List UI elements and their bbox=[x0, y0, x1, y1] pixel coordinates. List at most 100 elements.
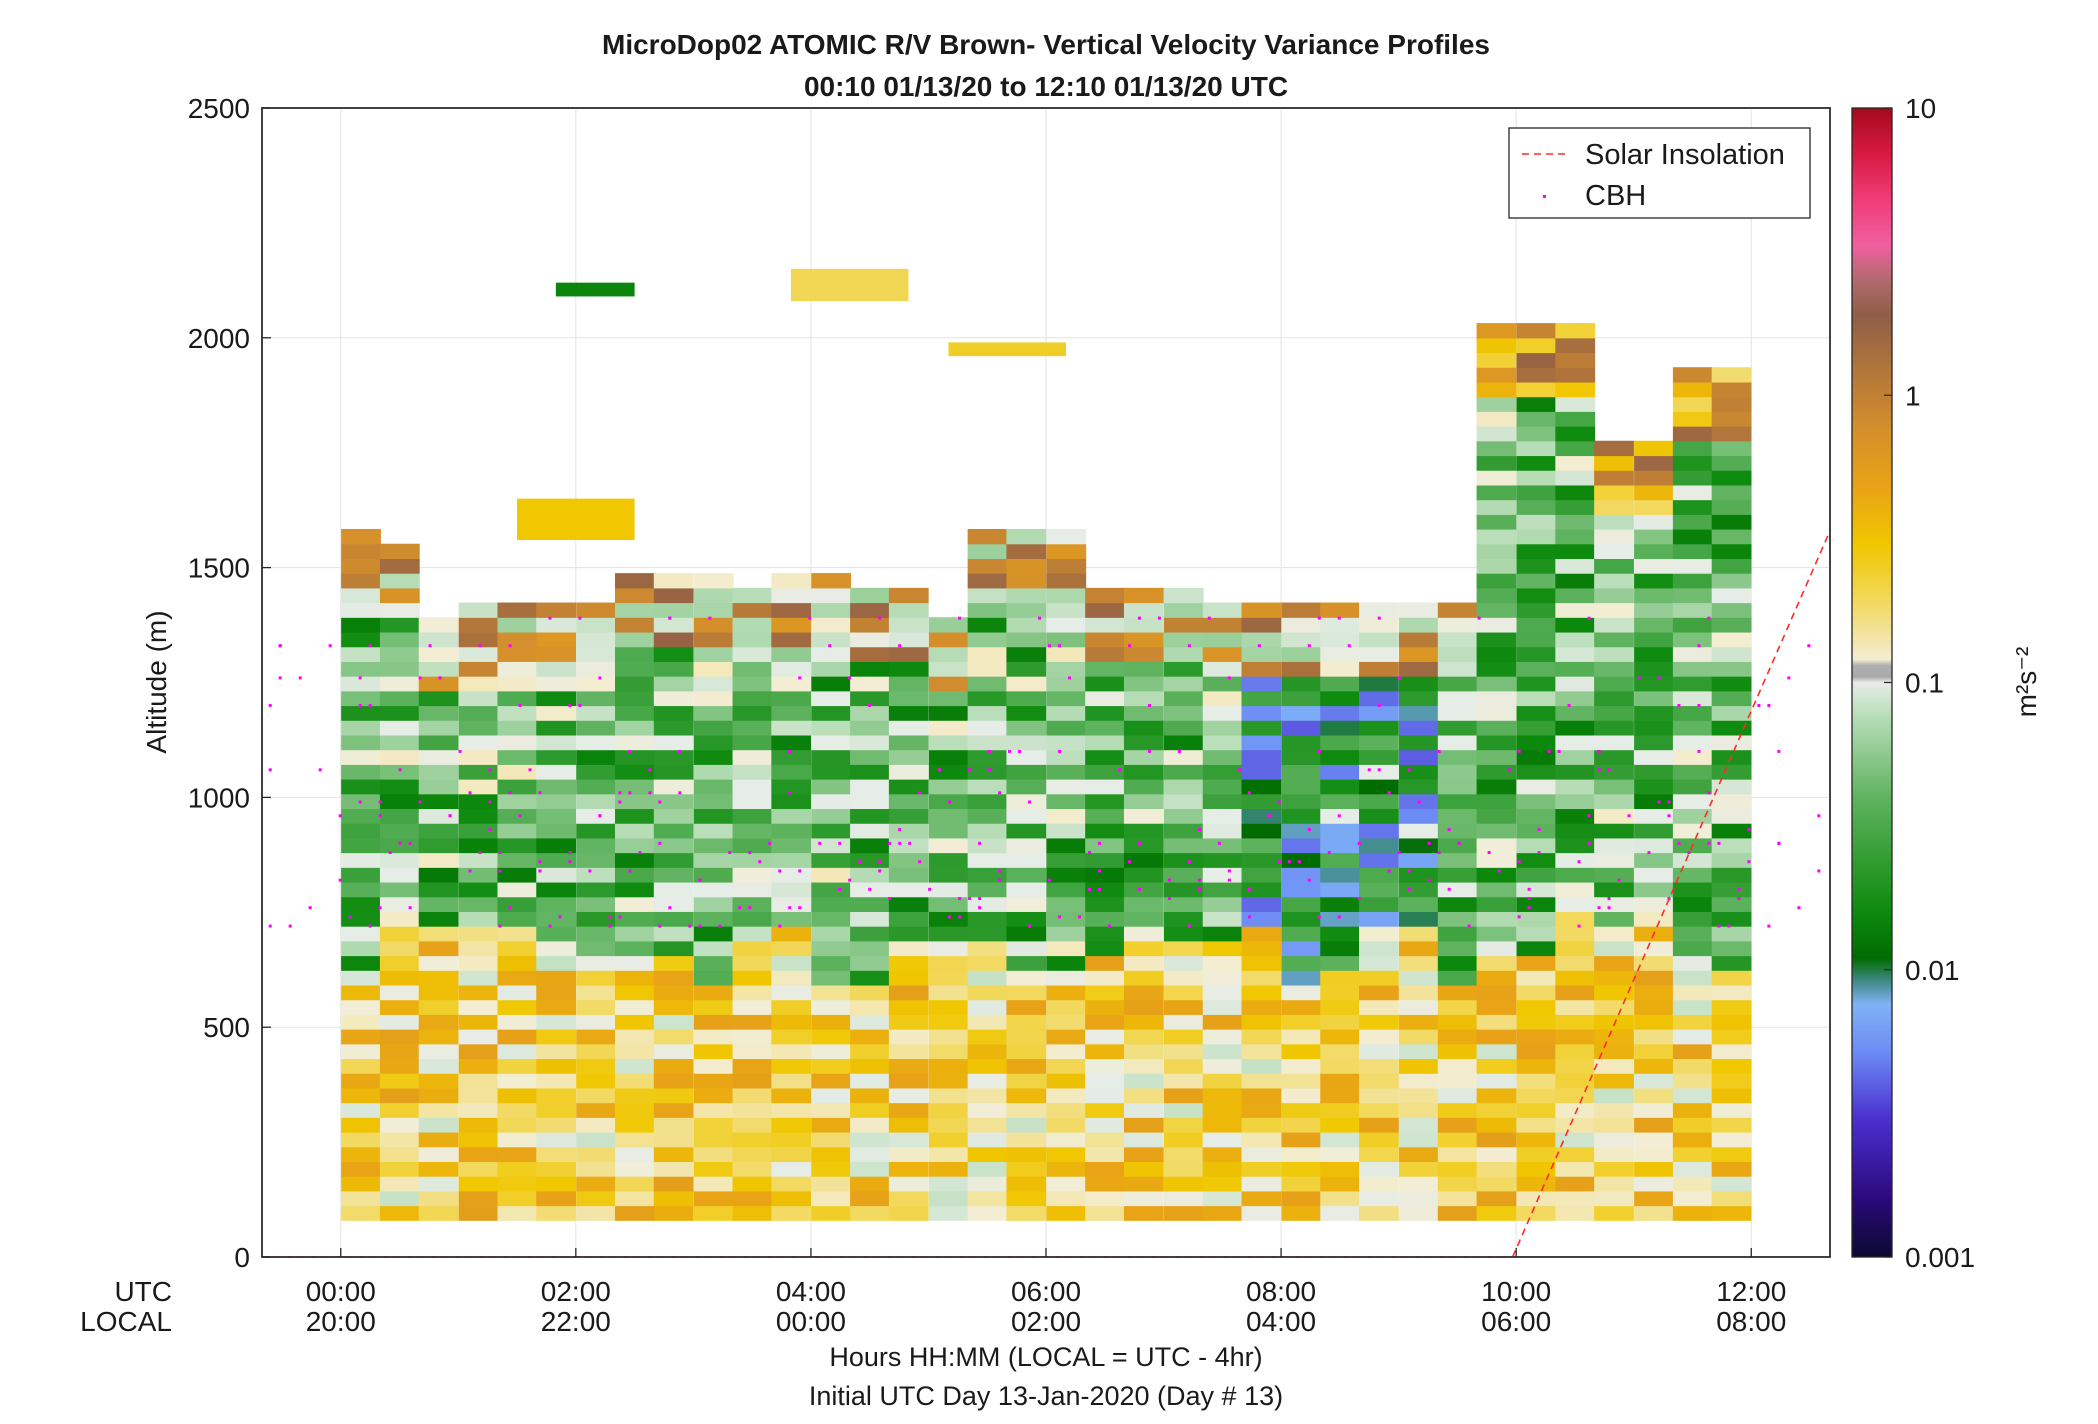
heatmap-cell bbox=[418, 1043, 459, 1060]
heatmap-cell bbox=[1476, 867, 1517, 883]
heatmap-cell bbox=[1516, 970, 1557, 986]
cbh-point bbox=[418, 676, 422, 680]
cbh-point bbox=[1527, 906, 1531, 910]
heatmap-cell bbox=[379, 587, 420, 604]
heatmap-cell bbox=[1359, 779, 1399, 795]
heatmap-cell bbox=[1476, 367, 1517, 383]
heatmap-cell bbox=[771, 867, 812, 883]
heatmap-cell bbox=[1634, 528, 1674, 545]
heatmap-cell bbox=[458, 631, 499, 648]
heatmap-cell bbox=[1711, 1014, 1752, 1030]
cbh-point bbox=[1038, 616, 1042, 620]
heatmap-cell bbox=[497, 1176, 538, 1192]
heatmap-cell bbox=[341, 955, 381, 971]
heatmap-cell bbox=[1711, 558, 1752, 574]
heatmap-cell bbox=[1516, 323, 1557, 339]
heatmap-cell bbox=[1163, 779, 1204, 795]
heatmap-cell bbox=[732, 1176, 773, 1192]
heatmap-cell bbox=[1399, 999, 1439, 1015]
cbh-point bbox=[308, 906, 312, 910]
heatmap-cell bbox=[850, 940, 890, 957]
heatmap-cell bbox=[1476, 999, 1517, 1015]
heatmap-cell bbox=[1006, 852, 1047, 868]
heatmap-cell bbox=[653, 1087, 694, 1104]
heatmap-cell bbox=[1399, 896, 1439, 912]
heatmap-cell bbox=[615, 1087, 655, 1104]
heatmap-cell bbox=[928, 1029, 969, 1045]
heatmap-cell bbox=[732, 940, 773, 957]
heatmap-cell bbox=[771, 911, 812, 927]
heatmap-cell bbox=[1202, 911, 1243, 927]
heatmap-cell bbox=[1163, 867, 1204, 883]
heatmap-cell bbox=[1516, 808, 1557, 824]
heatmap-cell bbox=[771, 720, 812, 736]
heatmap-cell bbox=[536, 734, 577, 751]
cbh-point bbox=[1307, 828, 1311, 832]
cbh-point bbox=[1517, 915, 1521, 919]
cbh-point bbox=[1187, 644, 1191, 648]
heatmap-cell bbox=[1163, 646, 1204, 662]
heatmap-cell bbox=[1476, 411, 1517, 427]
cbh-point bbox=[1177, 749, 1181, 753]
heatmap-cell bbox=[1085, 1087, 1125, 1104]
heatmap-cell bbox=[1202, 734, 1243, 751]
y-axis-label: Altitude (m) bbox=[141, 610, 172, 753]
heatmap-cell bbox=[1711, 543, 1752, 560]
heatmap-cell bbox=[928, 1205, 969, 1221]
heatmap-cell bbox=[1163, 911, 1204, 927]
heatmap-cell bbox=[1555, 926, 1596, 942]
heatmap-cell bbox=[1163, 1014, 1204, 1030]
heatmap-cell bbox=[732, 661, 773, 677]
heatmap-cell bbox=[967, 646, 1008, 662]
heatmap-cell bbox=[771, 690, 812, 707]
cbh-point bbox=[788, 906, 792, 910]
heatmap-cell bbox=[1163, 1043, 1204, 1060]
heatmap-cell bbox=[379, 1087, 420, 1104]
heatmap-cell bbox=[497, 793, 538, 810]
heatmap-cell bbox=[1516, 661, 1557, 677]
heatmap-cell bbox=[458, 1029, 499, 1045]
heatmap-cell bbox=[928, 984, 969, 1001]
heatmap-cell bbox=[1202, 1058, 1243, 1074]
heatmap-cell bbox=[1476, 484, 1517, 501]
cbh-point bbox=[318, 768, 322, 772]
heatmap-cell bbox=[1634, 1205, 1674, 1221]
heatmap-cell bbox=[1399, 1131, 1439, 1148]
heatmap-cell bbox=[1516, 411, 1557, 427]
heatmap-cell bbox=[497, 764, 538, 780]
heatmap-cell bbox=[1516, 911, 1557, 927]
cbh-point bbox=[1377, 616, 1381, 620]
cbh-point bbox=[368, 703, 372, 707]
heatmap-cell bbox=[576, 676, 617, 692]
heatmap-cell bbox=[1241, 764, 1282, 780]
heatmap-cell bbox=[653, 867, 694, 883]
heatmap-cell bbox=[967, 896, 1008, 912]
heatmap-cell bbox=[1281, 779, 1322, 795]
heatmap-cell bbox=[967, 1043, 1008, 1060]
heatmap-cell bbox=[888, 1190, 929, 1207]
heatmap-cell bbox=[418, 764, 459, 780]
heatmap-cell bbox=[1555, 852, 1596, 868]
heatmap-cell bbox=[928, 940, 969, 957]
heatmap-cell bbox=[1163, 676, 1204, 692]
heatmap-cell bbox=[379, 881, 420, 898]
heatmap-cell bbox=[1711, 455, 1752, 471]
heatmap-cell bbox=[1123, 705, 1164, 721]
heatmap-cell bbox=[967, 1131, 1008, 1148]
heatmap-cell bbox=[1555, 558, 1596, 574]
heatmap-cell bbox=[458, 1073, 499, 1089]
cbh-point bbox=[1397, 676, 1401, 680]
heatmap-cell bbox=[1046, 881, 1087, 898]
heatmap-cell bbox=[1281, 1190, 1322, 1207]
cbh-point bbox=[598, 814, 602, 818]
heatmap-cell bbox=[928, 999, 969, 1015]
heatmap-cell bbox=[811, 779, 852, 795]
x-tick-label-utc: 06:00 bbox=[1011, 1276, 1081, 1307]
heatmap-cell bbox=[1594, 455, 1634, 471]
x-tick-label-local: 00:00 bbox=[776, 1306, 846, 1337]
heatmap-cell bbox=[379, 1190, 420, 1207]
heatmap-cell bbox=[850, 646, 890, 662]
heatmap-cell bbox=[1672, 514, 1713, 530]
heatmap-cell bbox=[1555, 1043, 1596, 1060]
cbh-point bbox=[798, 869, 802, 873]
